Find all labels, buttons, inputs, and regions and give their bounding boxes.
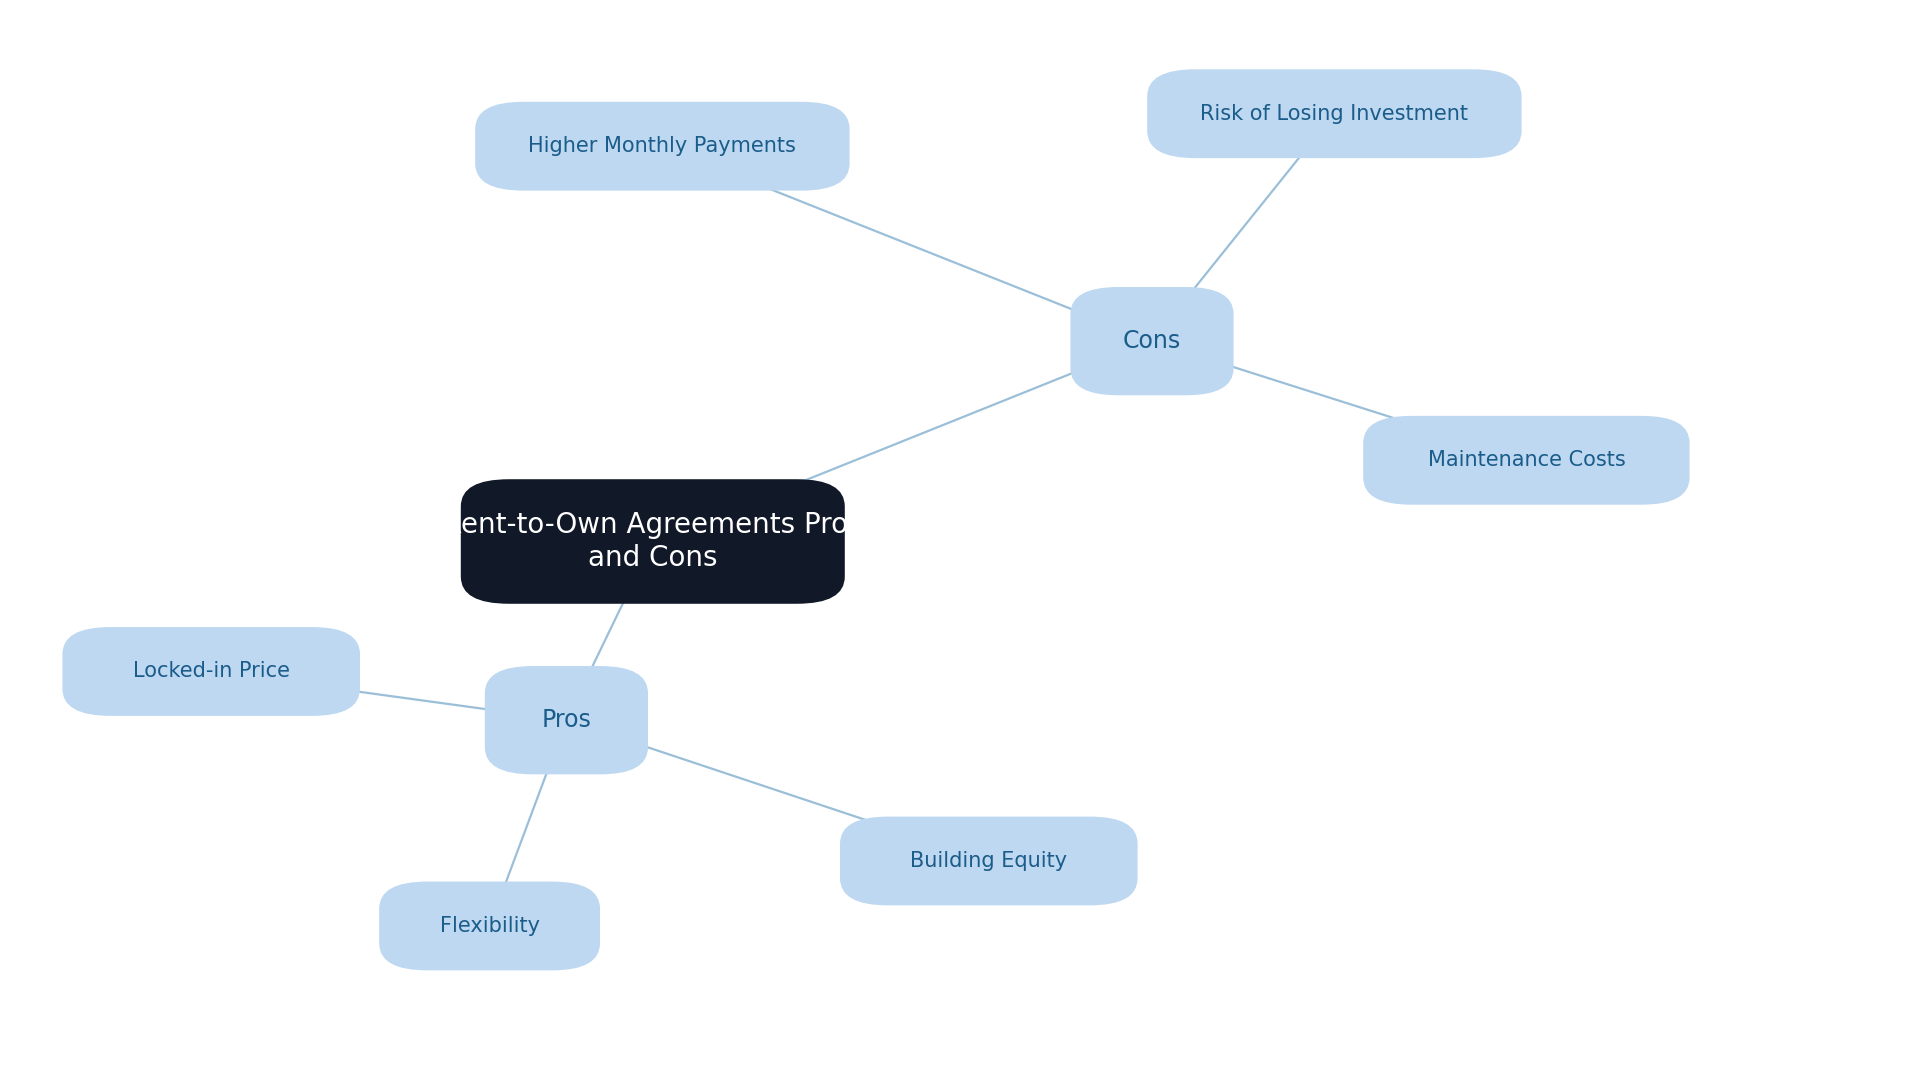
Text: Higher Monthly Payments: Higher Monthly Payments: [528, 136, 797, 156]
Text: Cons: Cons: [1123, 329, 1181, 353]
Text: Pros: Pros: [541, 708, 591, 732]
Text: Locked-in Price: Locked-in Price: [132, 662, 290, 681]
FancyBboxPatch shape: [380, 882, 599, 970]
Text: Maintenance Costs: Maintenance Costs: [1428, 451, 1624, 470]
FancyBboxPatch shape: [474, 102, 849, 191]
FancyBboxPatch shape: [484, 666, 649, 774]
FancyBboxPatch shape: [1146, 69, 1521, 158]
FancyBboxPatch shape: [841, 817, 1137, 905]
Text: Building Equity: Building Equity: [910, 851, 1068, 871]
FancyBboxPatch shape: [461, 479, 845, 604]
FancyBboxPatch shape: [1363, 416, 1690, 505]
FancyBboxPatch shape: [61, 627, 361, 716]
FancyBboxPatch shape: [1071, 287, 1233, 395]
Text: Rent-to-Own Agreements Pros
and Cons: Rent-to-Own Agreements Pros and Cons: [444, 511, 862, 572]
Text: Flexibility: Flexibility: [440, 916, 540, 936]
Text: Risk of Losing Investment: Risk of Losing Investment: [1200, 104, 1469, 123]
